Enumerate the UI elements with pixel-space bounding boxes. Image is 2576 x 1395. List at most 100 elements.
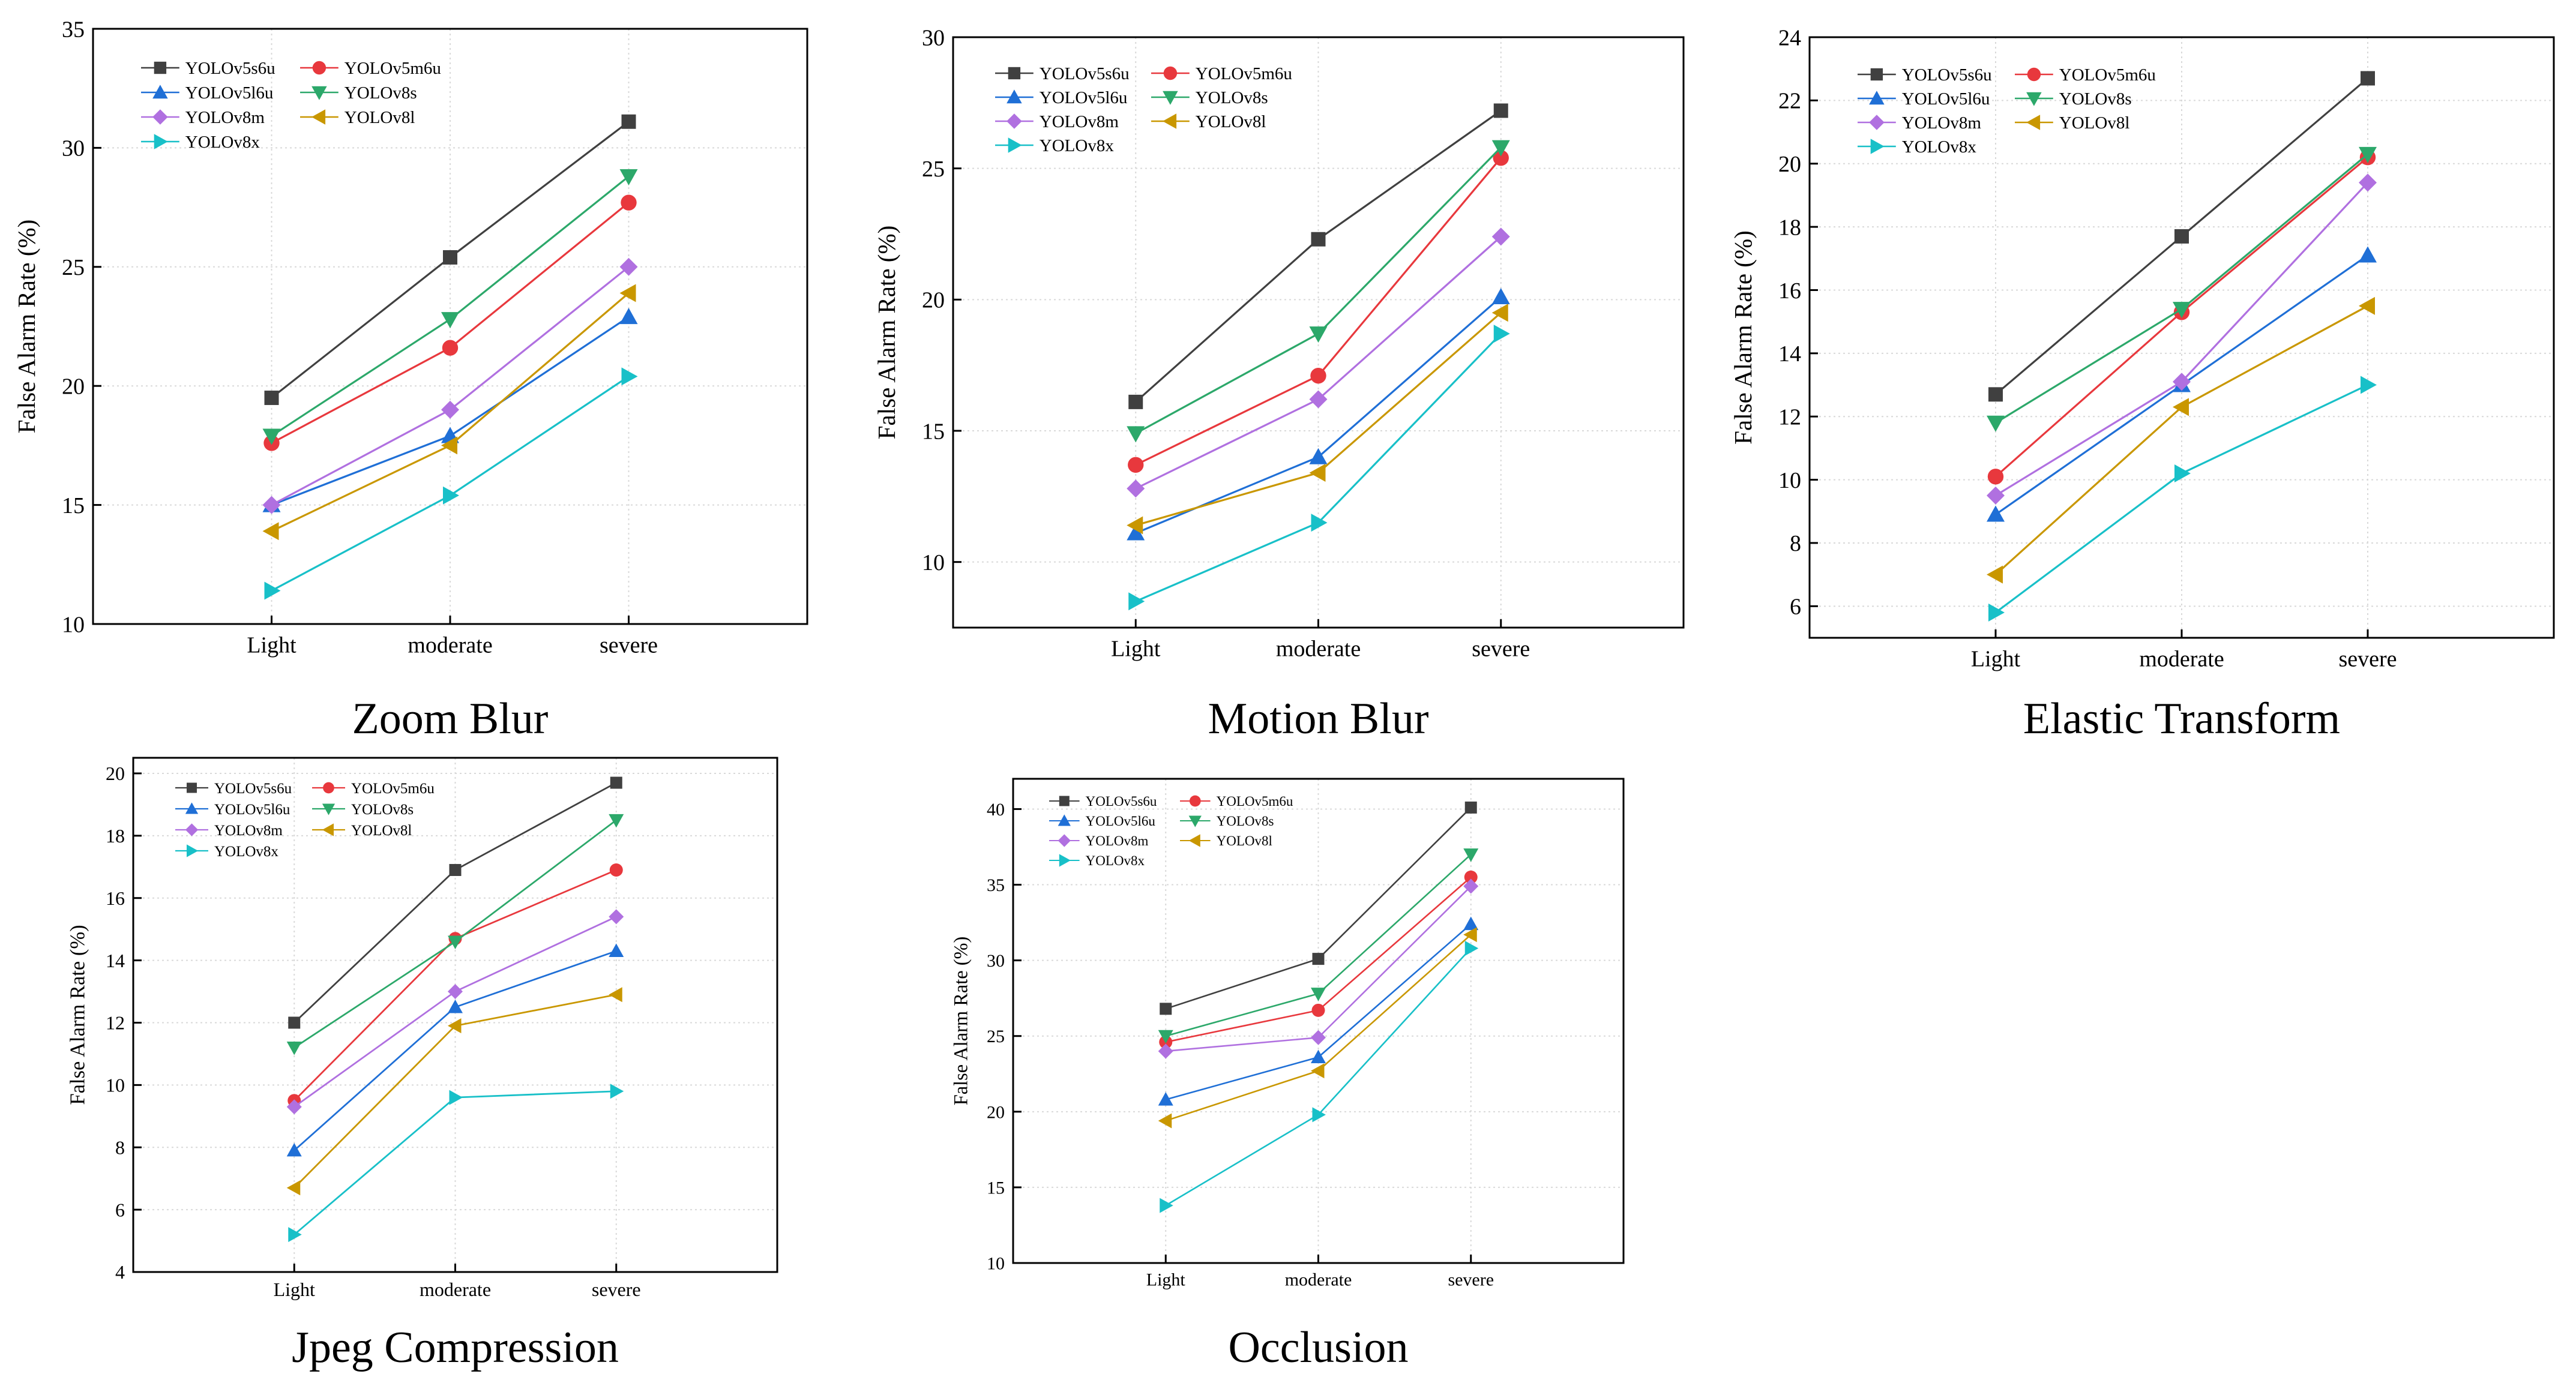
point-yolov8s-light (1987, 415, 2005, 432)
legend-marker-yolov5l6u (1007, 89, 1022, 104)
y-tick-label: 8 (115, 1136, 125, 1158)
point-yolov8m-light (1127, 479, 1145, 498)
point-yolov5s6u-severe (2361, 71, 2375, 86)
legend-marker-yolov5m6u (323, 782, 334, 794)
legend-marker-yolov5s6u (1870, 68, 1883, 81)
point-yolov8m-severe (1491, 227, 1510, 246)
y-tick-label: 35 (62, 17, 85, 42)
legend-marker-yolov5l6u (152, 85, 168, 99)
y-axis-label: False Alarm Rate (%) (873, 226, 900, 440)
x-tick-label-light: Light (274, 1279, 315, 1300)
legend-label-yolov5s6u: YOLOv5s6u (1902, 65, 1992, 85)
point-yolov8l-severe (2359, 296, 2375, 315)
legend-marker-yolov8x (1870, 139, 1885, 154)
point-yolov5l6u-severe (1491, 287, 1510, 304)
legend-marker-yolov5m6u (1189, 795, 1201, 807)
chart-motion-blur: 10 15 20 25 30 Light moderate severe False Alarm… (873, 25, 1685, 743)
legend-label-yolov8s: YOLOv8s (1217, 814, 1274, 829)
point-yolov8s-moderate (441, 312, 459, 329)
point-yolov8x-moderate (1312, 1107, 1326, 1123)
point-yolov5s6u-light (288, 1016, 301, 1029)
legend-label-yolov8x: YOLOv8x (1040, 136, 1115, 155)
y-axis-label: False Alarm Rate (%) (66, 925, 89, 1105)
y-tick-label: 15 (922, 419, 945, 444)
x-tick-label-light: Light (1111, 637, 1161, 662)
point-yolov8m-severe (2359, 173, 2377, 192)
legend-label-yolov8m: YOLOv8m (1902, 113, 1982, 133)
point-yolov8s-light (1158, 1030, 1173, 1044)
chart-zoom-blur: 10 15 20 25 30 35 Light moderate severe False Ala… (13, 17, 808, 743)
point-yolov8l-severe (609, 987, 622, 1003)
point-yolov8s-severe (1491, 140, 1510, 157)
legend-marker-yolov8s (311, 86, 327, 100)
legend-marker-yolov8l (322, 823, 334, 836)
legend-label-yolov5s6u: YOLOv5s6u (185, 59, 275, 78)
y-tick-label: 12 (106, 1012, 125, 1034)
y-axis-label: False Alarm Rate (%) (13, 220, 40, 434)
point-yolov8s-moderate (448, 935, 463, 949)
legend-label-yolov5l6u: YOLOv5l6u (214, 802, 290, 818)
legend-marker-yolov5s6u (187, 782, 197, 793)
point-yolov8m-severe (619, 257, 638, 276)
point-yolov5m6u-light (1128, 457, 1144, 473)
x-tick-label-severe: severe (2338, 647, 2397, 672)
point-yolov5l6u-moderate (1309, 448, 1328, 464)
point-yolov8m-moderate (1309, 390, 1328, 409)
legend-label-yolov5m6u: YOLOv5m6u (1196, 64, 1292, 83)
legend-marker-yolov8x (187, 844, 199, 857)
point-yolov5l6u-light (1987, 505, 2005, 522)
legend-label-yolov8m: YOLOv8m (1086, 833, 1149, 848)
point-yolov8x-light (1128, 592, 1145, 611)
y-tick-label: 10 (922, 550, 945, 575)
point-yolov8s-moderate (2173, 302, 2191, 319)
point-yolov8x-moderate (2174, 464, 2191, 483)
legend-marker-yolov5m6u (1163, 66, 1178, 80)
point-yolov5s6u-moderate (449, 863, 462, 876)
point-yolov5s6u-moderate (443, 250, 457, 265)
y-axis-label: False Alarm Rate (%) (951, 937, 972, 1106)
point-yolov8s-moderate (1311, 988, 1326, 1001)
point-yolov8l-moderate (1309, 463, 1326, 482)
legend-label-yolov8l: YOLOv8l (1196, 112, 1266, 131)
y-tick-label: 30 (987, 951, 1005, 971)
legend-label-yolov8x: YOLOv8x (185, 133, 260, 152)
legend-marker-yolov8s (322, 803, 336, 815)
point-yolov5s6u-severe (610, 776, 622, 789)
x-tick-label-severe: severe (592, 1279, 641, 1300)
point-yolov8x-light (1988, 603, 2005, 622)
legend-label-yolov8m: YOLOv8m (185, 108, 265, 127)
series-line-yolov5s6u (1135, 110, 1502, 403)
point-yolov8s-severe (609, 814, 624, 828)
point-yolov5m6u-severe (1493, 149, 1509, 166)
y-tick-label: 18 (106, 825, 125, 847)
point-yolov8m-severe (609, 909, 624, 925)
y-tick-label: 6 (115, 1199, 125, 1220)
legend-marker-yolov8s (1163, 91, 1178, 105)
legend-label-yolov5s6u: YOLOv5s6u (214, 781, 292, 797)
legend-marker-yolov5s6u (1059, 796, 1070, 806)
y-tick-label: 22 (1778, 89, 1801, 114)
point-yolov5l6u-light (1127, 524, 1145, 541)
point-yolov8m-moderate (448, 984, 463, 1000)
point-yolov8s-moderate (1309, 326, 1328, 343)
legend-marker-yolov8m (1007, 113, 1022, 129)
series-line-yolov8m (1166, 886, 1472, 1052)
y-tick-label: 10 (106, 1075, 125, 1096)
legend-label-yolov8l: YOLOv8l (345, 108, 415, 127)
legend-label-yolov8l: YOLOv8l (1217, 833, 1272, 848)
legend-label-yolov5m6u: YOLOv5m6u (351, 781, 435, 797)
point-yolov8l-severe (1463, 927, 1477, 943)
y-tick-label: 20 (987, 1102, 1005, 1122)
point-yolov5m6u-severe (609, 863, 623, 877)
y-tick-label: 16 (106, 887, 125, 909)
x-tick-label-light: Light (1971, 647, 2021, 672)
chart-title: Motion Blur (1208, 694, 1429, 743)
x-tick-label-light: Light (1146, 1270, 1186, 1290)
y-tick-label: 15 (987, 1178, 1005, 1198)
legend-label-yolov5m6u: YOLOv5m6u (1217, 794, 1293, 809)
legend-marker-yolov8l (2026, 115, 2041, 130)
y-tick-label: 10 (987, 1254, 1005, 1274)
point-yolov8l-severe (619, 284, 636, 302)
point-yolov8l-light (1987, 565, 2003, 584)
